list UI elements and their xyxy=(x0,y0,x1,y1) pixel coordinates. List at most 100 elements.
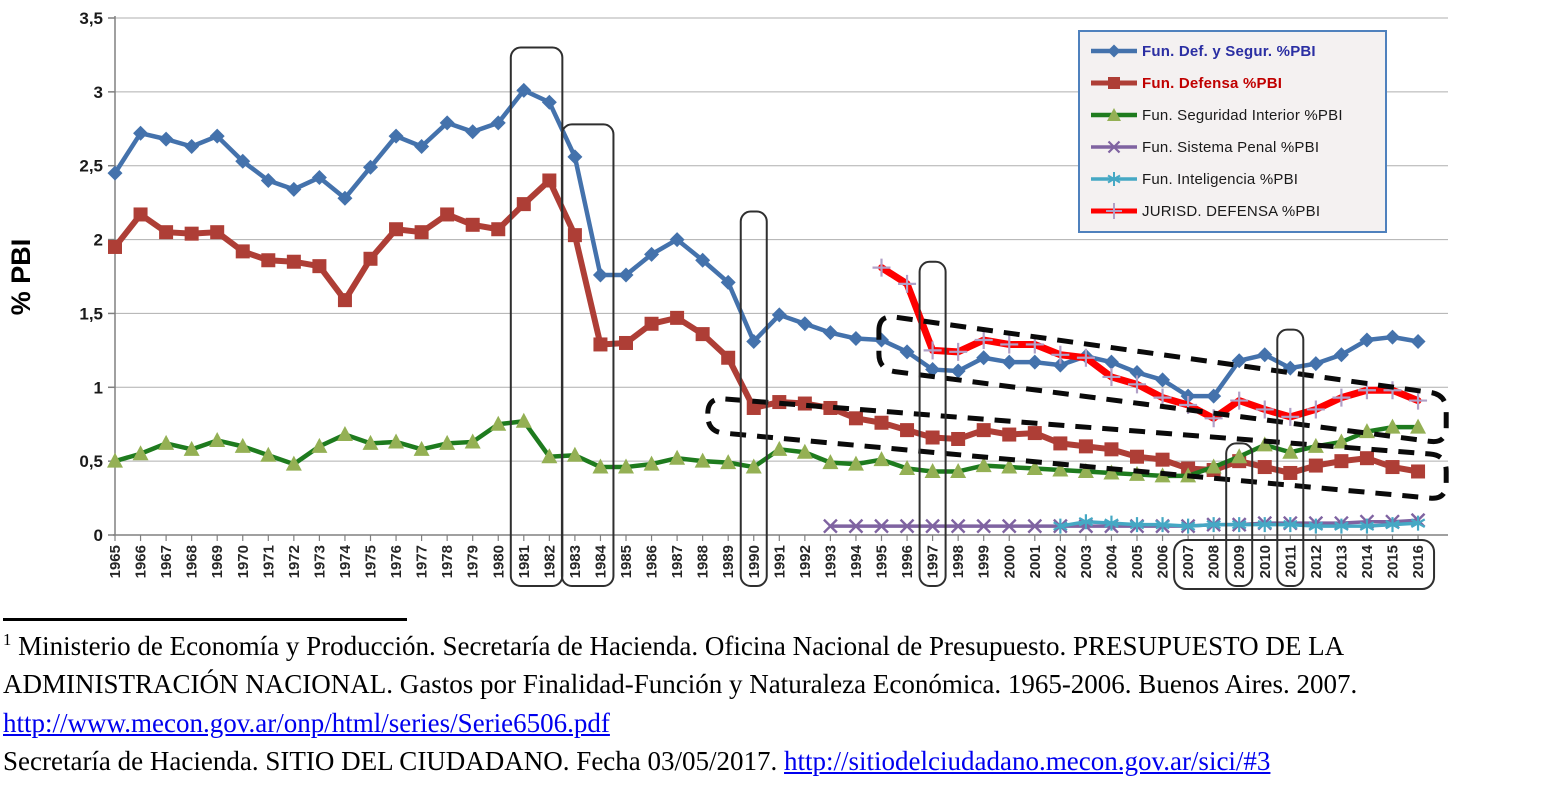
box-2009 xyxy=(1225,442,1254,588)
x-tick-label-1981: 1981 xyxy=(516,545,533,578)
x-tick-label-1992: 1992 xyxy=(797,545,814,578)
x-tick-label-1977: 1977 xyxy=(414,545,431,578)
x-tick-label-1990: 1990 xyxy=(746,545,763,578)
box-xlabels-2007-2016 xyxy=(1173,539,1436,590)
x-tick-label-2009: 2009 xyxy=(1231,545,1248,578)
x-tick-label-2016: 2016 xyxy=(1410,545,1427,578)
footnote-citation-1: Ministerio de Economía y Producción. Sec… xyxy=(3,631,1365,700)
x-tick-label-1973: 1973 xyxy=(311,545,328,578)
box-1990 xyxy=(739,210,768,587)
legend-label: Fun. Defensa %PBI xyxy=(1142,74,1283,92)
x-tick-label-1968: 1968 xyxy=(184,545,201,578)
x-tick-label-2007: 2007 xyxy=(1180,545,1197,578)
legend-label: Fun. Seguridad Interior %PBI xyxy=(1142,106,1343,124)
x-tick-label-1993: 1993 xyxy=(822,545,839,578)
box-1981-1982 xyxy=(509,46,564,587)
x-tick-label-2005: 2005 xyxy=(1129,545,1146,578)
series-5 xyxy=(1053,514,1426,534)
legend-marker-x-icon xyxy=(1091,140,1137,154)
legend-marker-triangle-icon xyxy=(1091,108,1137,121)
x-tick-label-1996: 1996 xyxy=(899,545,916,578)
legend-item-inteligencia: Fun. Inteligencia %PBI xyxy=(1090,169,1379,189)
legend-item-defensa: Fun. Defensa %PBI xyxy=(1090,73,1379,93)
x-tick-label-1982: 1982 xyxy=(541,545,558,578)
x-tick-label-1978: 1978 xyxy=(439,545,456,578)
x-tick-label-1965: 1965 xyxy=(107,545,124,578)
footnote-citation-2: Secretaría de Hacienda. SITIO DEL CIUDAD… xyxy=(3,745,785,776)
chart-canvas: 0 0,5 1 1,5 2 2,5 3 3,5 % PBI 1965 1966 1967 1968 196… xyxy=(6,9,1449,590)
x-tick-label-1988: 1988 xyxy=(695,545,712,578)
x-tick-label-2004: 2004 xyxy=(1103,544,1120,578)
x-tick-label-1966: 1966 xyxy=(133,545,150,578)
footnote-marker: 1 xyxy=(3,630,12,649)
x-tick-label-1985: 1985 xyxy=(618,545,635,578)
legend-label: Fun. Inteligencia %PBI xyxy=(1142,170,1299,188)
x-tick-label-1976: 1976 xyxy=(388,545,405,578)
y-tick-label: 3,5 xyxy=(79,9,103,28)
chart-legend: Fun. Def. y Segur. %PBI Fun. Defensa %PB… xyxy=(1078,30,1387,233)
x-tick-label-2013: 2013 xyxy=(1333,545,1350,578)
legend-item-jurisd-defensa: JURISD. DEFENSA %PBI xyxy=(1090,201,1379,221)
legend-label: Fun. Def. y Segur. %PBI xyxy=(1142,42,1316,60)
y-tick-label: 1,5 xyxy=(79,304,103,323)
x-tick-label-2000: 2000 xyxy=(1001,545,1018,578)
box-1983-1984 xyxy=(560,123,615,588)
legend-marker-plus-icon xyxy=(1091,203,1137,219)
y-tick-label: 3 xyxy=(94,83,103,102)
x-tick-label-2002: 2002 xyxy=(1052,545,1069,578)
legend-item-def-y-segur: Fun. Def. y Segur. %PBI xyxy=(1090,41,1379,61)
series-6 xyxy=(872,258,1428,428)
x-tick-label-2015: 2015 xyxy=(1385,545,1402,578)
x-tick-label-1998: 1998 xyxy=(950,545,967,578)
x-tick-label-1971: 1971 xyxy=(260,545,277,578)
footnote-link-sitiodelciudadano[interactable]: http://sitiodelciudadano.mecon.gov.ar/si… xyxy=(784,745,1271,776)
legend-label: JURISD. DEFENSA %PBI xyxy=(1142,202,1321,220)
x-tick-label-1999: 1999 xyxy=(976,545,993,578)
x-tick-label-1970: 1970 xyxy=(235,545,252,578)
y-tick-label: 2 xyxy=(94,231,103,250)
x-tick-label-1972: 1972 xyxy=(286,545,303,578)
x-tick-label-1984: 1984 xyxy=(592,544,609,578)
x-tick-label-1987: 1987 xyxy=(669,545,686,578)
footnote-separator xyxy=(3,618,407,621)
legend-marker-asterisk-icon xyxy=(1091,172,1137,186)
chart-area: 0 0,5 1 1,5 2 2,5 3 3,5 % PBI 1965 1966 1967 1968 196… xyxy=(6,9,1449,590)
x-tick-label-2011: 2011 xyxy=(1282,545,1299,578)
x-tick-label-2012: 2012 xyxy=(1308,545,1325,578)
trend-defensa xyxy=(705,396,1449,501)
footnote-link-serie6506[interactable]: http://www.mecon.gov.ar/onp/html/series/… xyxy=(3,707,610,738)
y-tick-label: 0,5 xyxy=(79,452,103,471)
y-tick-label: 2,5 xyxy=(79,157,103,176)
x-tick-label-2008: 2008 xyxy=(1206,545,1223,578)
x-tick-label-2014: 2014 xyxy=(1359,544,1376,578)
x-tick-label-1986: 1986 xyxy=(644,545,661,578)
legend-marker-diamond-icon xyxy=(1091,44,1137,58)
legend-marker-square-icon xyxy=(1091,77,1137,89)
x-tick-label-2006: 2006 xyxy=(1155,545,1172,578)
x-tick-label-2001: 2001 xyxy=(1027,545,1044,578)
x-tick-label-1997: 1997 xyxy=(925,545,942,578)
y-tick-label: 0 xyxy=(94,526,103,545)
x-tick-label-2003: 2003 xyxy=(1078,545,1095,578)
x-tick-label-1980: 1980 xyxy=(490,545,507,578)
x-tick-label-1979: 1979 xyxy=(465,545,482,578)
x-tick-label-1974: 1974 xyxy=(337,544,354,578)
x-tick-label-1995: 1995 xyxy=(874,545,891,578)
x-tick-label-1967: 1967 xyxy=(158,545,175,578)
x-tick-label-1994: 1994 xyxy=(848,544,865,578)
x-tick-label-1969: 1969 xyxy=(209,545,226,578)
legend-item-seguridad-interior: Fun. Seguridad Interior %PBI xyxy=(1090,105,1379,125)
box-1997 xyxy=(918,260,947,587)
box-2011 xyxy=(1276,328,1305,587)
legend-item-sistema-penal: Fun. Sistema Penal %PBI xyxy=(1090,137,1379,157)
legend-label: Fun. Sistema Penal %PBI xyxy=(1142,138,1320,156)
y-axis-title: % PBI xyxy=(6,239,36,316)
x-tick-label-1983: 1983 xyxy=(567,545,584,578)
x-tick-label-2010: 2010 xyxy=(1257,545,1274,578)
y-tick-label: 1 xyxy=(94,378,103,397)
footnote: 1 Ministerio de Economía y Producción. S… xyxy=(3,627,1555,780)
x-tick-label-1989: 1989 xyxy=(720,545,737,578)
x-tick-label-1991: 1991 xyxy=(771,545,788,578)
x-tick-label-1975: 1975 xyxy=(363,545,380,578)
